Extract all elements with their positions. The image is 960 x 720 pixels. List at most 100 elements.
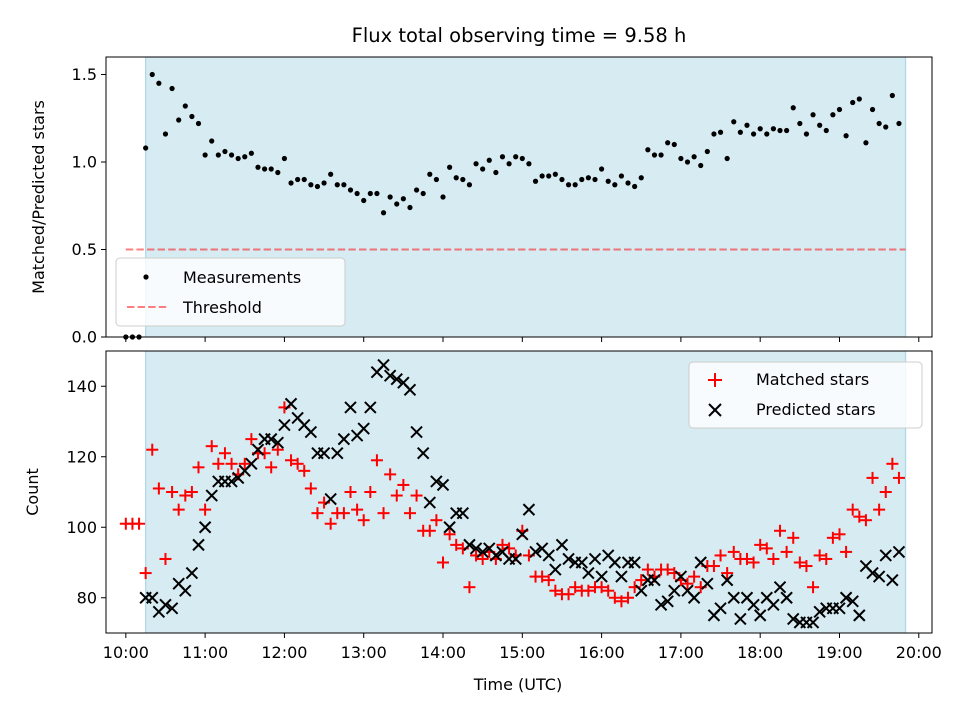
measurement-point bbox=[228, 152, 235, 158]
matched-star-point bbox=[192, 461, 205, 474]
measurement-point bbox=[242, 154, 248, 160]
cross-b bbox=[469, 542, 483, 555]
measurement-point bbox=[823, 127, 829, 134]
legend-predicted-label: Predicted stars bbox=[756, 400, 876, 419]
measurement-point bbox=[731, 119, 737, 125]
predicted-star-point bbox=[892, 545, 906, 559]
measurement-point bbox=[268, 166, 274, 172]
matched-star-point bbox=[357, 514, 370, 527]
measurement-point bbox=[486, 157, 492, 163]
predicted-star-point bbox=[866, 566, 879, 580]
x-tick-label: 10:00 bbox=[103, 643, 149, 662]
predicted-star-point bbox=[839, 591, 853, 604]
matched-star-point bbox=[430, 514, 443, 527]
measurement-point bbox=[394, 201, 400, 207]
measurement-point bbox=[222, 148, 228, 155]
cross-b bbox=[575, 556, 588, 569]
matched-star-point bbox=[205, 440, 218, 453]
cross-b bbox=[496, 545, 509, 559]
measurement-point bbox=[466, 182, 473, 188]
matched-star-point bbox=[833, 528, 846, 541]
predicted-star-point bbox=[271, 436, 285, 449]
cross-b bbox=[410, 425, 423, 439]
measurement-point bbox=[341, 182, 347, 188]
measurement-point bbox=[328, 171, 334, 177]
x-tick-label: 20:00 bbox=[896, 643, 942, 662]
x-axis-label: Time (UTC) bbox=[473, 675, 562, 694]
measurement-point bbox=[493, 169, 499, 176]
measurement-point bbox=[618, 173, 625, 179]
measurements-layer bbox=[123, 71, 902, 340]
measurement-point bbox=[843, 133, 849, 139]
measurement-point bbox=[737, 129, 743, 135]
legend-predicted-marker bbox=[708, 403, 722, 417]
predicted-star-point bbox=[192, 538, 205, 552]
matched-star-point bbox=[840, 545, 853, 558]
bottom-y-axis-label: Count bbox=[23, 468, 42, 516]
measurement-point bbox=[784, 127, 790, 134]
matched-star-point bbox=[846, 503, 859, 516]
cross-b bbox=[608, 556, 622, 569]
matched-star-point bbox=[370, 454, 383, 467]
y-tick-label: 1.5 bbox=[72, 65, 97, 84]
measurement-point bbox=[301, 176, 307, 183]
measurement-point bbox=[684, 159, 691, 165]
measurement-point bbox=[764, 131, 770, 137]
predicted-star-point bbox=[674, 570, 688, 583]
cross-b bbox=[317, 447, 331, 460]
y-tick-label: 1.0 bbox=[72, 153, 97, 172]
cross-b bbox=[747, 598, 760, 612]
matched-star-point bbox=[225, 457, 238, 470]
measurement-point bbox=[387, 194, 393, 200]
cross-b bbox=[727, 591, 740, 604]
measurement-point bbox=[473, 161, 479, 167]
measurement-point bbox=[559, 176, 565, 183]
matched-star-point bbox=[133, 517, 146, 530]
matched-star-point bbox=[807, 581, 820, 594]
predicted-star-point bbox=[635, 584, 648, 597]
matched-star-point bbox=[892, 471, 905, 484]
predicted-star-point bbox=[165, 602, 179, 615]
matched-star-point bbox=[740, 552, 753, 565]
cross-b bbox=[681, 584, 694, 597]
predicted-star-point bbox=[443, 521, 456, 534]
measurement-point bbox=[651, 152, 658, 158]
predicted-star-point bbox=[304, 425, 318, 439]
legend-measurements-label: Measurements bbox=[183, 268, 301, 287]
cross-b bbox=[839, 591, 853, 604]
y-tick-label: 0.5 bbox=[72, 240, 97, 259]
predicted-star-point bbox=[284, 397, 298, 411]
predicted-star-point bbox=[886, 573, 899, 587]
predicted-star-point bbox=[159, 598, 172, 612]
measurement-point bbox=[513, 154, 519, 160]
measurement-point bbox=[143, 145, 149, 151]
top-x-axis bbox=[125, 337, 920, 342]
measurement-point bbox=[750, 131, 757, 137]
cross-b bbox=[251, 443, 265, 456]
measurement-point bbox=[698, 162, 704, 169]
matched-star-point bbox=[688, 570, 701, 583]
matched-star-point bbox=[661, 563, 674, 576]
measurement-point bbox=[189, 113, 195, 120]
measurement-point bbox=[374, 190, 380, 197]
measurement-point bbox=[612, 182, 618, 188]
top-panel: 0.0 0.5 1.0 1.5 Matched/Predicted stars Mea… bbox=[29, 56, 933, 347]
measurement-point bbox=[314, 183, 321, 190]
measurement-point bbox=[413, 187, 420, 193]
predicted-star-point bbox=[516, 528, 529, 541]
matched-star-point bbox=[476, 552, 489, 565]
predicted-star-point bbox=[383, 369, 397, 382]
cross-b bbox=[179, 584, 192, 597]
measurement-point bbox=[519, 155, 525, 162]
cross-b bbox=[284, 397, 298, 411]
cross-b bbox=[787, 612, 800, 626]
measurement-point bbox=[195, 120, 202, 127]
cross-b bbox=[344, 401, 357, 414]
cross-b bbox=[562, 552, 575, 566]
measurement-point bbox=[883, 124, 889, 130]
matched-star-point bbox=[602, 584, 615, 597]
cross-b bbox=[542, 549, 555, 562]
matched-star-point bbox=[714, 549, 727, 562]
cross-b bbox=[582, 566, 595, 580]
